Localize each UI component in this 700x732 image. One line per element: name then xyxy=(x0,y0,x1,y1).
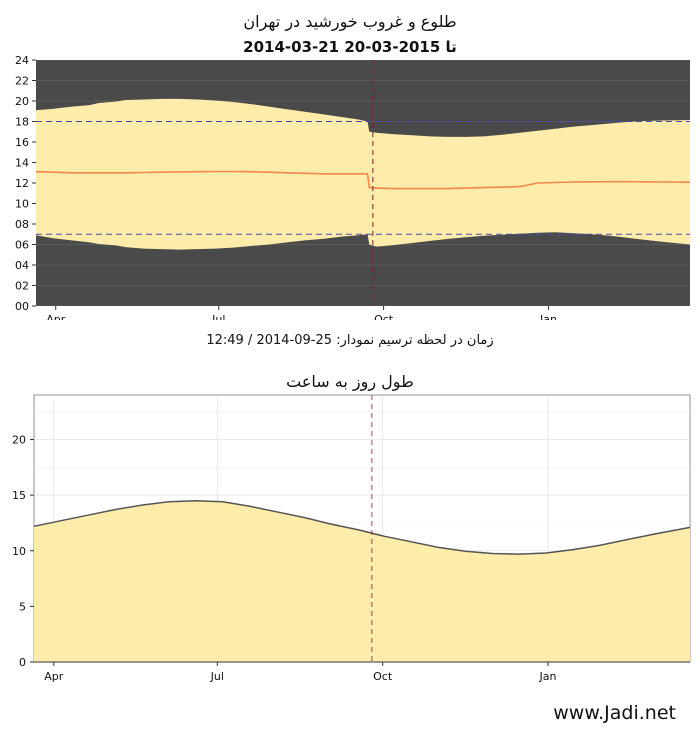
x-tick-label: Jul xyxy=(211,313,225,320)
day-length-chart: 0 5 10 15 20 Apr Jul Oct Jan xyxy=(12,394,691,683)
y-tick-label: 22 xyxy=(15,75,29,88)
y-tick-label: 06 xyxy=(15,239,29,252)
x-tick-label: Apr xyxy=(46,313,66,320)
solar-noon-line xyxy=(35,170,691,190)
day-length-line xyxy=(33,499,691,555)
x-tick-label: Jan xyxy=(539,670,557,683)
y-tick-label: 14 xyxy=(15,157,29,170)
chart-subtitle: 2014-03-21 تا 2015-03-20 xyxy=(243,38,457,56)
x-tick-label: Apr xyxy=(44,670,64,683)
y-tick-label: 04 xyxy=(15,259,29,272)
x-tick-label: Oct xyxy=(373,670,393,683)
day-length-title: طول روز به ساعت xyxy=(286,372,414,391)
y-tick-label: 18 xyxy=(15,116,29,129)
day-length-area xyxy=(34,500,690,662)
x-tick-label: Oct xyxy=(374,313,394,320)
x-tick-label: Jul xyxy=(210,670,224,683)
y-tick-label: 5 xyxy=(19,600,26,613)
y-tick-label: 08 xyxy=(15,218,29,231)
y-tick-label: 16 xyxy=(15,136,29,149)
site-watermark: www.Jadi.net xyxy=(553,702,676,724)
y-tick-label: 20 xyxy=(12,434,26,447)
y-tick-label: 10 xyxy=(12,545,26,558)
y-tick-label: 0 xyxy=(19,656,26,669)
y-tick-label: 00 xyxy=(15,300,29,313)
y-tick-label: 15 xyxy=(12,489,26,502)
y-tick-label: 20 xyxy=(15,95,29,108)
x-tick-label: Jan xyxy=(539,313,557,320)
y-tick-label: 02 xyxy=(15,280,29,293)
render-time-caption: زمان در لحظه ترسیم نمودار: 25-09-2014 / … xyxy=(206,333,494,348)
chart-title: طلوع و غروب خورشید در تهران xyxy=(243,12,457,31)
y-tick-label: 10 xyxy=(15,198,29,211)
y-tick-label: 12 xyxy=(15,177,29,190)
y-tick-label: 24 xyxy=(15,54,29,67)
sunrise-sunset-chart: 00 02 04 06 08 10 12 14 16 18 20 22 24 Apr Jul Oct Jan xyxy=(15,54,691,320)
